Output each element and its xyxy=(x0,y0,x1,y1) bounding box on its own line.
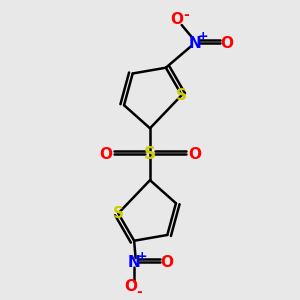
Text: -: - xyxy=(136,285,142,299)
Text: N: N xyxy=(188,36,201,51)
Text: +: + xyxy=(197,30,208,44)
Text: +: + xyxy=(137,250,148,262)
Text: S: S xyxy=(176,88,187,103)
Text: -: - xyxy=(183,8,189,22)
Text: N: N xyxy=(128,255,140,270)
Text: O: O xyxy=(160,255,173,270)
Text: O: O xyxy=(220,36,233,51)
Text: O: O xyxy=(99,147,112,162)
Text: O: O xyxy=(170,12,183,27)
Text: O: O xyxy=(124,279,137,294)
Text: O: O xyxy=(188,147,201,162)
Text: S: S xyxy=(144,145,156,163)
Text: S: S xyxy=(113,206,124,221)
